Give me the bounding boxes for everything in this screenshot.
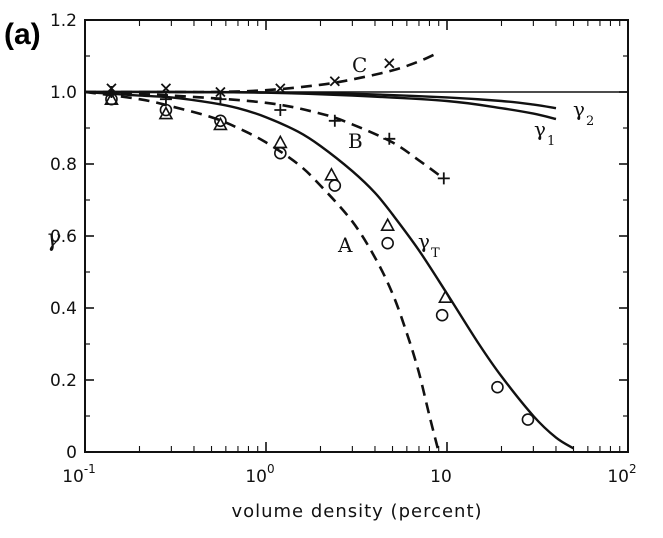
marker-plus [383,132,396,145]
x-tick-label: 100 [245,462,274,487]
marker-circle [214,114,227,128]
marker-circle [435,308,449,322]
marker-circle [491,380,504,394]
marker-plus [437,172,450,185]
data-markers [104,58,535,426]
marker-plus [274,104,287,116]
marker-triangle [213,116,228,131]
y-tick-label: 0.8 [50,155,77,175]
y-tick-label: 0.2 [50,371,77,391]
curve-label-gamma-1: γ1 [534,117,555,149]
y-tick-label: 1.0 [50,83,77,103]
series-line-gammat [84,90,575,450]
y-tick-label: 0 [66,443,77,463]
panel-label: (a) [4,18,41,51]
y-tick-label: 1.2 [50,11,77,31]
marker-circle [381,236,394,250]
series-line-gamma2 [84,90,557,110]
marker-cross [275,83,286,94]
series-line-c [85,51,440,94]
marker-cross [106,83,117,94]
marker-triangle [272,134,288,149]
marker-cross [215,86,226,98]
series-line-a [84,90,440,453]
marker-triangle [324,167,339,181]
curve-label-gamma-2: γ2 [573,97,594,129]
y-tick-label: 0.6 [50,227,77,247]
curve-label-a: A [337,233,353,257]
marker-circle [521,413,535,426]
marker-cross [160,83,172,94]
curve-label-b: B [348,129,363,153]
x-tick-label: 102 [607,462,636,487]
x-axis-label: volume density (percent) [231,501,482,522]
marker-plus [159,93,172,106]
y-tick-label: 0.4 [50,299,77,319]
marker-triangle [104,91,119,105]
marker-triangle [438,289,453,304]
marker-plus [328,114,341,127]
series-lines [84,51,575,453]
y-axis-label: γ [46,224,61,252]
marker-triangle [380,217,395,231]
x-tick-label: 10-1 [62,462,96,487]
curve-label-c: C [352,53,367,77]
marker-triangle [158,105,174,120]
marker-cross [384,58,395,69]
curve-label-gamma-t: γT [418,229,440,261]
x-tick-label: 10 [430,467,452,487]
marker-cross [329,76,340,87]
curve-labels: C B A γT γ1 γ2 [337,53,594,261]
marker-plus [214,93,227,106]
y-axis-ticks: 0 0.2 0.4 0.6 0.8 1.0 1.2 [50,11,628,463]
